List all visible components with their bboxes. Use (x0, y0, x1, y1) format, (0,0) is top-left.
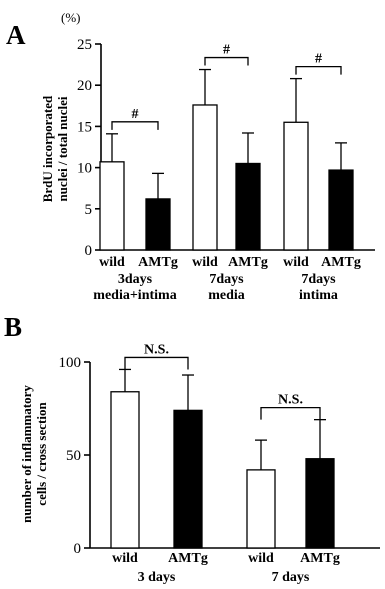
panel-b-bar-label: wild (112, 551, 138, 566)
panel-b-label: B (4, 312, 22, 342)
panel-a-bar-label: AMTg (228, 255, 268, 270)
panel-b-y-tick-label: 100 (59, 355, 82, 371)
panel-b-plot: 0 50 100 wild AMTg 3 days N.S. wild AMTg 7 days N.… (59, 342, 380, 585)
panel-a-y-axis-label-line1: BrdU incorporated (40, 95, 55, 202)
panel-a-bar-wild (192, 104, 218, 251)
panel-a-significance-label: # (132, 107, 139, 122)
panel-a-bar-wild (99, 161, 125, 251)
panel-a-group-label: 7days (301, 272, 336, 287)
panel-a-y-tick-label: 0 (85, 243, 93, 259)
panel-a-bar-amtg (328, 169, 354, 251)
panel-a-y-tick-label: 10 (77, 161, 92, 177)
panel-a-y-tick-label: 5 (85, 202, 93, 218)
panel-b-group-label: 3 days (138, 570, 176, 585)
panel-a-y-tick-label: 25 (77, 37, 92, 53)
panel-a-bar-label: AMTg (138, 255, 178, 270)
panel-a-bar-label: wild (192, 255, 218, 270)
panel-a-y-axis-label-line2: nuclei / total nuclei (55, 96, 70, 201)
panel-a-bar-label: wild (99, 255, 125, 270)
panel-a-bar-amtg (145, 198, 171, 251)
panel-a-group-label: 7days (209, 272, 244, 287)
panel-b-group-label: 7 days (272, 570, 310, 585)
panel-a-label: A (6, 20, 26, 50)
panel-a-group-label: media (208, 288, 245, 303)
panel-a-significance-label: # (315, 52, 322, 67)
panel-a-bar-label: wild (283, 255, 309, 270)
panel-a-group-label: media+intima (93, 288, 176, 303)
panel-b-significance-bracket (124, 356, 189, 370)
panel-a-y-tick-label: 15 (77, 119, 92, 135)
panel-a-significance-bracket (111, 121, 159, 130)
panel-b-bar-label: AMTg (168, 551, 208, 566)
panel-b-y-tick-label: 50 (66, 448, 81, 464)
panel-b-bar-label: wild (248, 551, 274, 566)
panel-b-bar-label: AMTg (300, 551, 340, 566)
panel-a-group-label: intima (299, 288, 338, 303)
panel-b-significance-bracket (260, 407, 321, 420)
panel-a-significance-bracket (295, 65, 342, 75)
panel-b-bar-wild (246, 469, 276, 549)
panel-a-bar-wild (283, 121, 309, 251)
panel-b-bar-amtg (173, 409, 203, 549)
panel-b-y-tick-label: 0 (74, 541, 82, 557)
panel-a-significance-label: # (223, 43, 230, 58)
panel-a-y-unit: (%) (61, 10, 81, 25)
panel-a-group-label: 3days (118, 272, 153, 287)
panel-b-bar-wild (110, 391, 140, 549)
panel-a-bar-amtg (235, 162, 261, 251)
panel-b-significance-label: N.S. (144, 342, 169, 357)
panel-b-y-axis-label-line1: number of inflammatory (19, 385, 34, 523)
panel-a-bar-label: AMTg (321, 255, 361, 270)
panel-b-bar-amtg (305, 458, 335, 549)
panel-b-y-axis-label-line2: cells / cross section (34, 402, 49, 506)
panel-a-significance-bracket (204, 56, 249, 66)
panel-b-significance-label: N.S. (278, 393, 303, 408)
panel-a-y-tick-label: 20 (77, 78, 92, 94)
